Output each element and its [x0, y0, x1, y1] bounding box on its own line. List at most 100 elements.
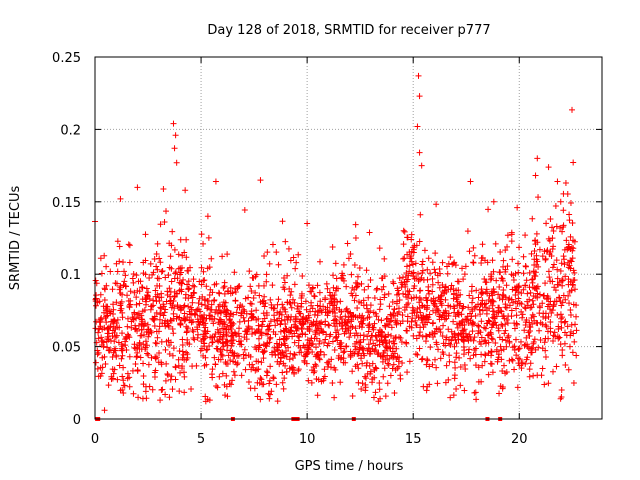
data-point [297, 344, 304, 351]
data-point [204, 213, 211, 220]
data-point [439, 259, 446, 266]
data-point [497, 307, 504, 314]
data-point [221, 290, 228, 297]
data-point [489, 308, 496, 315]
data-point [122, 272, 129, 279]
data-point [153, 263, 160, 270]
data-point [434, 272, 441, 279]
data-point [371, 366, 378, 373]
data-point [236, 325, 243, 332]
data-point [567, 257, 574, 264]
data-point [171, 145, 178, 152]
data-point [165, 272, 172, 279]
data-point [475, 378, 482, 385]
data-point [296, 349, 303, 356]
data-point [132, 345, 139, 352]
data-point [457, 363, 464, 370]
data-point [469, 299, 476, 306]
data-point [435, 279, 442, 286]
data-point [256, 292, 263, 299]
data-point [410, 285, 417, 292]
data-point [358, 299, 365, 306]
data-point [107, 268, 114, 275]
data-point [235, 330, 242, 337]
data-point [99, 364, 106, 371]
data-point [524, 290, 531, 297]
data-point [332, 260, 339, 267]
data-point [479, 254, 486, 261]
data-point [231, 269, 238, 276]
data-point [260, 349, 267, 356]
data-point [185, 285, 192, 292]
data-point [117, 284, 124, 291]
data-point [189, 294, 196, 301]
data-point [345, 314, 352, 321]
data-point [554, 266, 561, 273]
data-point [243, 310, 250, 317]
data-point [263, 368, 270, 375]
data-point [392, 317, 399, 324]
data-point [529, 215, 536, 222]
data-point [202, 296, 209, 303]
data-point [263, 330, 270, 337]
data-point [331, 364, 338, 371]
data-point [384, 315, 391, 322]
data-point [291, 370, 298, 377]
data-point [413, 242, 420, 249]
data-point [275, 261, 282, 268]
data-point [168, 278, 175, 285]
data-point [171, 275, 178, 282]
data-point [151, 323, 158, 330]
data-point [162, 377, 169, 384]
data-point [470, 352, 477, 359]
data-point [536, 291, 543, 298]
data-point [291, 330, 298, 337]
data-point [347, 348, 354, 355]
data-point [554, 275, 561, 282]
data-point [406, 323, 413, 330]
data-point [250, 295, 257, 302]
data-point [557, 198, 564, 205]
data-point [516, 283, 523, 290]
data-point [472, 312, 479, 319]
data-point [218, 309, 225, 316]
data-point [461, 271, 468, 278]
data-point [378, 286, 385, 293]
data-point [282, 362, 289, 369]
data-point [162, 306, 169, 313]
data-point [408, 258, 415, 265]
data-point [290, 254, 297, 261]
data-point [257, 177, 264, 184]
data-point [561, 340, 568, 347]
data-point [505, 313, 512, 320]
data-point [92, 359, 99, 366]
data-point [308, 341, 315, 348]
data-point [389, 299, 396, 306]
data-point [167, 339, 174, 346]
data-point [254, 393, 261, 400]
data-point [482, 325, 489, 332]
data-point [446, 358, 453, 365]
data-point [548, 310, 555, 317]
data-point [206, 397, 213, 404]
data-point [124, 375, 131, 382]
data-point [238, 372, 245, 379]
data-point [555, 335, 562, 342]
data-point [198, 281, 205, 288]
data-point [562, 361, 569, 368]
data-point [425, 255, 432, 262]
data-point [162, 346, 169, 353]
data-point [367, 350, 374, 357]
data-point [546, 237, 553, 244]
data-point [531, 237, 538, 244]
data-point [433, 201, 440, 208]
data-point [170, 120, 177, 127]
data-point [406, 358, 413, 365]
data-point [412, 317, 419, 324]
data-point [176, 388, 183, 395]
data-point [109, 327, 116, 334]
data-point [240, 306, 247, 313]
data-point [168, 373, 175, 380]
data-point [531, 247, 538, 254]
data-point [432, 356, 439, 363]
